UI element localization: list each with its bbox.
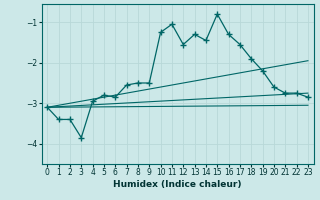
X-axis label: Humidex (Indice chaleur): Humidex (Indice chaleur) xyxy=(113,180,242,189)
